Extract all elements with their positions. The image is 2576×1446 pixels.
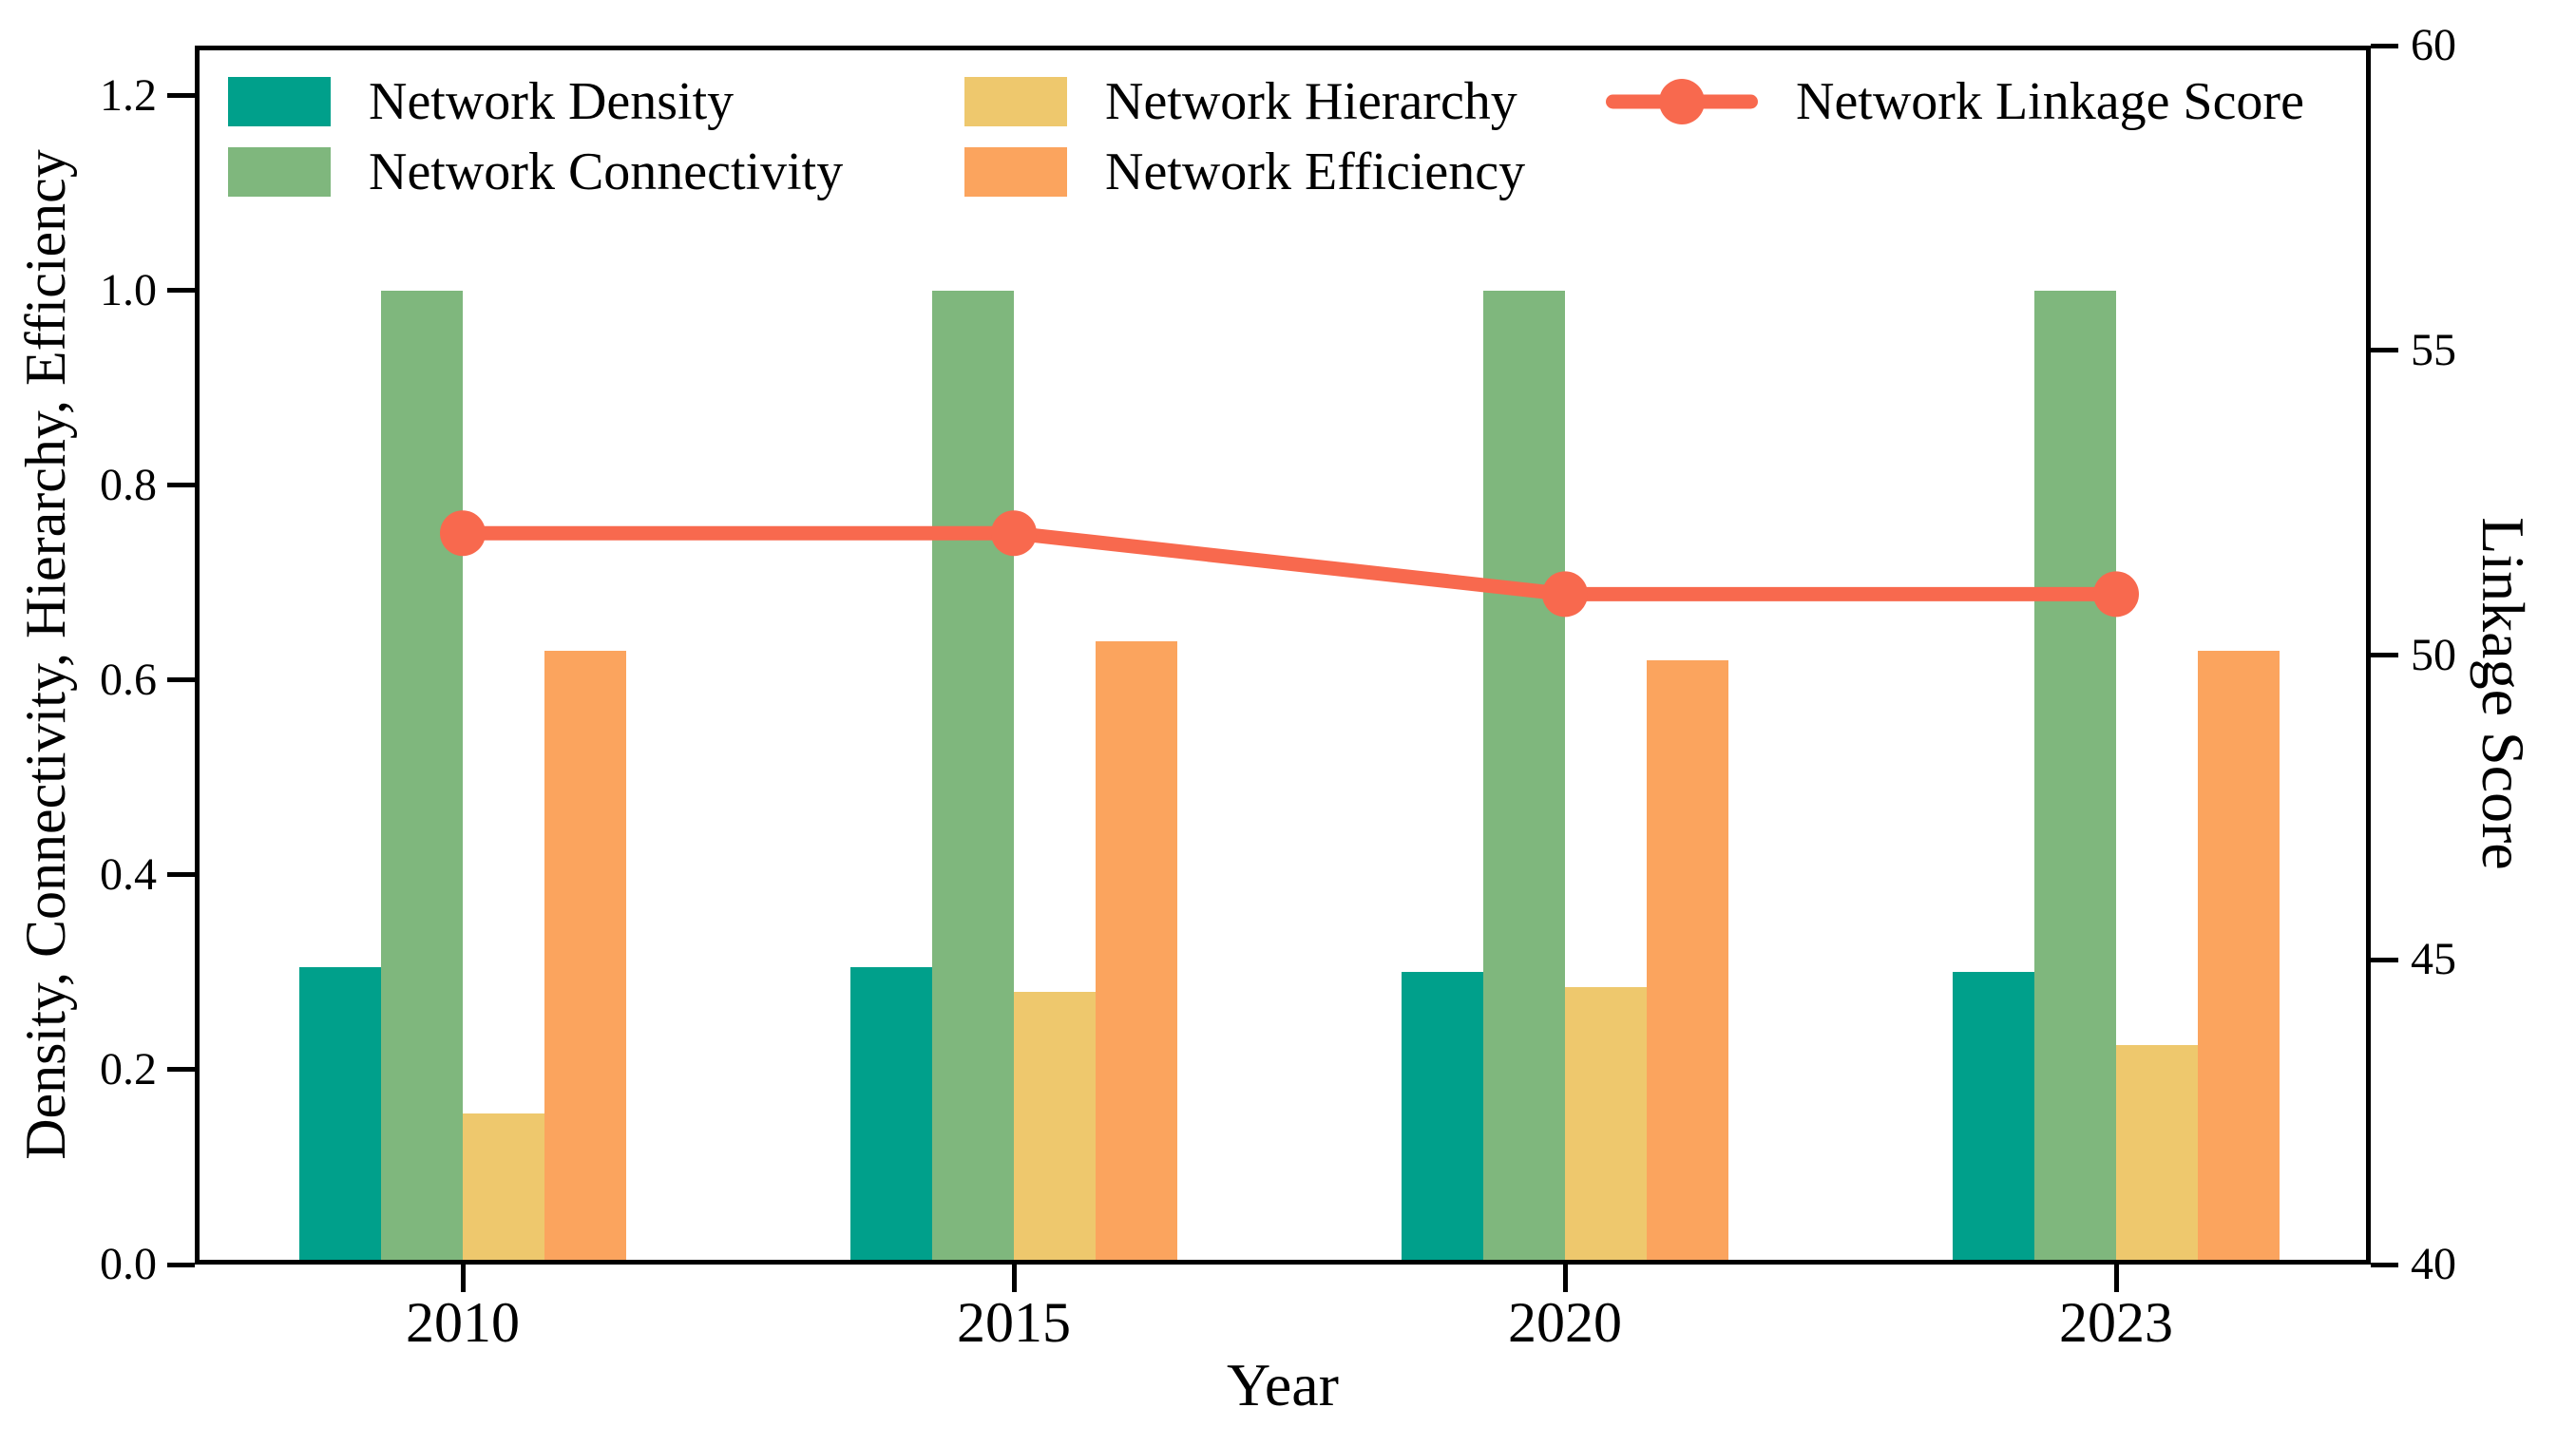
bar-network-density-2020	[1402, 972, 1483, 1265]
legend-item-network-efficiency: Network Efficiency	[964, 143, 1526, 201]
bar-network-hierarchy-2020	[1565, 987, 1647, 1265]
xtick-2010: 2010	[406, 1291, 520, 1354]
tick-mark-x	[1562, 1265, 1568, 1292]
bar-network-hierarchy-2023	[2116, 1045, 2198, 1265]
ytick-left-1.0: 1.0	[100, 264, 157, 315]
legend-label-network-efficiency: Network Efficiency	[1105, 143, 1526, 201]
legend-line-marker	[1659, 79, 1705, 124]
tick-mark-x	[460, 1265, 466, 1292]
legend-item-network-hierarchy: Network Hierarchy	[964, 72, 1517, 131]
tick-mark-left	[167, 93, 195, 99]
xtick-2020: 2020	[1508, 1291, 1622, 1354]
bar-network-density-2023	[1953, 972, 2034, 1265]
marker-network-linkage-score-2020	[1542, 571, 1588, 618]
tick-mark-left	[167, 483, 195, 488]
marker-network-linkage-score-2023	[2093, 571, 2139, 618]
bar-network-connectivity-2010	[381, 291, 463, 1265]
ytick-right-60: 60	[2411, 20, 2456, 70]
bar-network-efficiency-2023	[2198, 651, 2280, 1265]
tick-mark-left	[167, 1067, 195, 1073]
tick-mark-left	[167, 677, 195, 683]
legend-line-sample-network-linkage-score	[1606, 77, 1758, 126]
ytick-right-55: 55	[2411, 324, 2456, 375]
tick-mark-right	[2371, 957, 2398, 962]
plot-inner: Network Density Network Connectivity Netwo…	[195, 46, 2371, 1265]
xtick-2015: 2015	[957, 1291, 1071, 1354]
tick-mark-left	[167, 1262, 195, 1267]
ytick-right-40: 40	[2411, 1239, 2456, 1289]
ytick-right-45: 45	[2411, 934, 2456, 985]
y-axis-label-right: Linkage Score	[2470, 517, 2537, 870]
legend-swatch-network-efficiency	[964, 147, 1067, 197]
bar-network-connectivity-2015	[932, 291, 1014, 1265]
tick-mark-right	[2371, 1262, 2398, 1267]
bar-network-efficiency-2010	[544, 651, 626, 1265]
ytick-left-1.2: 1.2	[100, 69, 157, 121]
legend-label-network-hierarchy: Network Hierarchy	[1105, 72, 1517, 131]
ytick-right-50: 50	[2411, 629, 2456, 680]
tick-mark-right	[2371, 43, 2398, 48]
legend-label-network-density: Network Density	[369, 72, 735, 131]
ytick-left-0.6: 0.6	[100, 654, 157, 705]
legend-swatch-network-hierarchy	[964, 77, 1067, 126]
legend-label-network-connectivity: Network Connectivity	[369, 143, 844, 201]
bar-network-connectivity-2020	[1483, 291, 1565, 1265]
xtick-2023: 2023	[2059, 1291, 2173, 1354]
bar-network-hierarchy-2010	[463, 1113, 544, 1265]
tick-mark-x	[2113, 1265, 2119, 1292]
ytick-left-0.0: 0.0	[100, 1239, 157, 1289]
legend-item-network-linkage-score: Network Linkage Score	[1606, 72, 2304, 131]
tick-mark-left	[167, 288, 195, 294]
tick-mark-x	[1011, 1265, 1017, 1292]
bar-network-efficiency-2020	[1647, 660, 1728, 1265]
legend-item-network-density: Network Density	[228, 72, 735, 131]
bar-network-connectivity-2023	[2034, 291, 2116, 1265]
bar-network-efficiency-2015	[1096, 641, 1177, 1265]
legend-swatch-network-connectivity	[228, 147, 331, 197]
x-axis-label: Year	[1227, 1351, 1339, 1418]
bar-network-density-2015	[850, 967, 932, 1265]
legend-item-network-connectivity: Network Connectivity	[228, 143, 844, 201]
bar-network-density-2010	[299, 967, 381, 1265]
ytick-left-0.8: 0.8	[100, 459, 157, 510]
tick-mark-right	[2371, 348, 2398, 353]
tick-mark-left	[167, 872, 195, 878]
legend-swatch-network-density	[228, 77, 331, 126]
line-network-linkage-score	[440, 510, 2139, 618]
ytick-left-0.2: 0.2	[100, 1043, 157, 1094]
legend-label-network-linkage-score: Network Linkage Score	[1796, 72, 2304, 131]
bar-network-hierarchy-2015	[1014, 992, 1096, 1265]
marker-network-linkage-score-2015	[991, 510, 1037, 557]
tick-mark-right	[2371, 653, 2398, 657]
ytick-left-0.4: 0.4	[100, 848, 157, 900]
marker-network-linkage-score-2010	[440, 510, 486, 557]
